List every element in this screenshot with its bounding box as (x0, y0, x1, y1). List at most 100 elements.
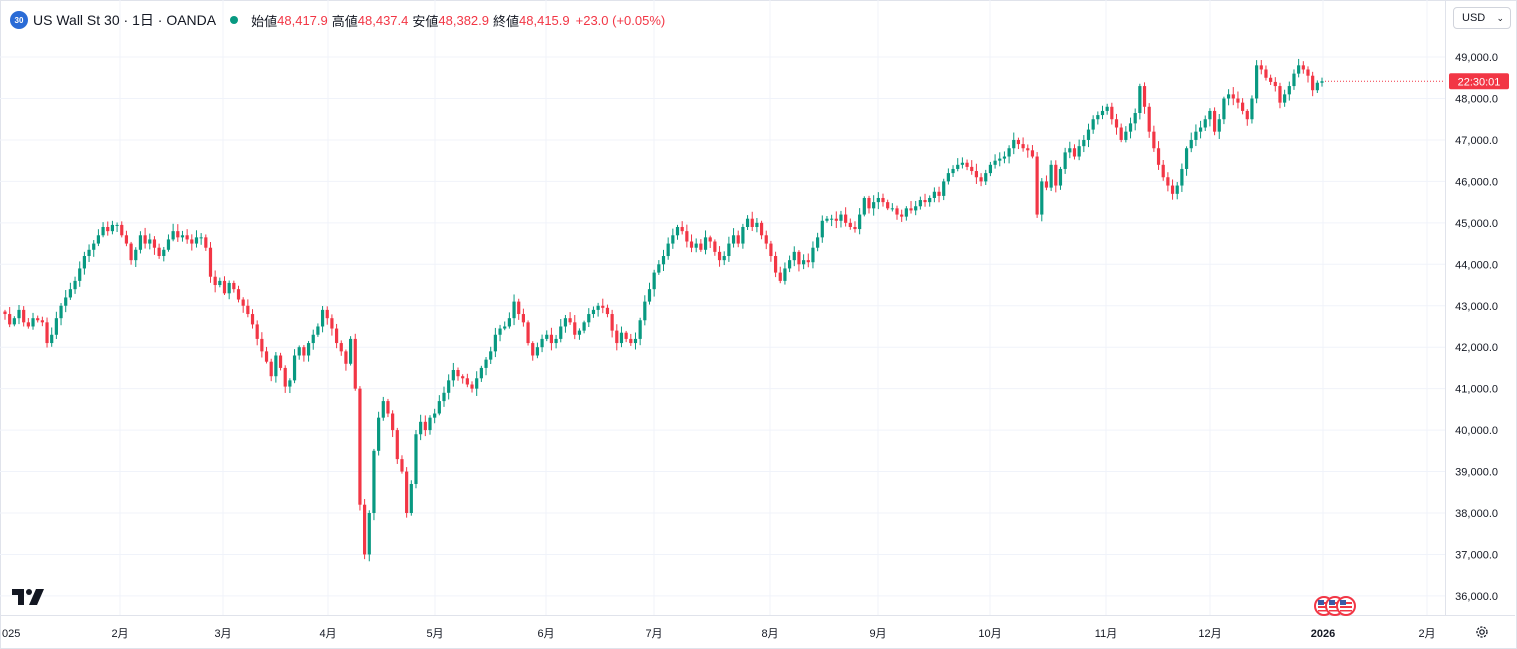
candle-up[interactable] (1184, 146, 1189, 176)
candle-up[interactable] (731, 228, 736, 248)
candle-up[interactable] (503, 321, 507, 331)
candle-up[interactable] (890, 203, 894, 212)
candle-up[interactable] (1180, 163, 1184, 192)
candle-up[interactable] (1068, 141, 1072, 159)
symbol-title[interactable]: US Wall St 30 · 1日 · OANDA (33, 10, 216, 30)
candle-down[interactable] (129, 241, 133, 265)
candle-down[interactable] (778, 266, 782, 284)
candle-up[interactable] (998, 152, 1002, 167)
candle-down[interactable] (1021, 137, 1025, 152)
candle-up[interactable] (591, 306, 596, 318)
candle-down[interactable] (848, 218, 852, 230)
candle-down[interactable] (1119, 123, 1123, 143)
candle-down[interactable] (353, 333, 357, 391)
candle-up[interactable] (671, 228, 675, 249)
candle-down[interactable] (246, 299, 250, 318)
candle-down[interactable] (208, 242, 213, 283)
candle-up[interactable] (50, 327, 54, 347)
candle-up[interactable] (442, 386, 446, 407)
candle-up[interactable] (306, 340, 311, 362)
candle-down[interactable] (1072, 144, 1077, 160)
candle-up[interactable] (1287, 81, 1291, 101)
candle-up[interactable] (1250, 95, 1254, 124)
candle-down[interactable] (190, 234, 194, 251)
candle-up[interactable] (414, 430, 418, 489)
candle-down[interactable] (759, 220, 764, 240)
candle-up[interactable] (166, 234, 171, 252)
candle-down[interactable] (213, 270, 217, 293)
candle-down[interactable] (283, 365, 287, 393)
symbol-interval[interactable]: 1日 (132, 12, 154, 28)
candle-up[interactable] (1091, 115, 1095, 134)
candle-down[interactable] (773, 251, 778, 278)
candle-up[interactable] (839, 210, 843, 228)
candle-down[interactable] (1245, 109, 1249, 126)
candle-up[interactable] (194, 230, 199, 248)
candle-down[interactable] (750, 211, 754, 232)
candle-up[interactable] (545, 330, 549, 342)
candle-up[interactable] (1217, 113, 1221, 139)
candle-up[interactable] (942, 178, 946, 201)
candle-up[interactable] (78, 261, 82, 287)
candle-down[interactable] (204, 234, 208, 251)
candle-up[interactable] (1138, 83, 1142, 120)
candle-up[interactable] (73, 276, 77, 294)
candle-up[interactable] (783, 262, 787, 285)
candle-up[interactable] (292, 349, 297, 384)
candle-up[interactable] (64, 290, 68, 313)
candle-down[interactable] (605, 304, 610, 318)
candle-down[interactable] (344, 349, 348, 371)
candle-up[interactable] (596, 302, 600, 317)
candle-down[interactable] (713, 239, 717, 256)
candle-down[interactable] (241, 297, 245, 313)
candle-down[interactable] (40, 316, 44, 327)
candle-up[interactable] (633, 332, 638, 350)
candle-up[interactable] (227, 280, 231, 300)
candle-up[interactable] (745, 215, 750, 231)
gear-icon[interactable] (1474, 624, 1490, 645)
candle-up[interactable] (218, 277, 222, 288)
candle-up[interactable] (512, 294, 516, 326)
candle-down[interactable] (250, 309, 255, 329)
candle-up[interactable] (372, 448, 376, 521)
candle-down[interactable] (152, 236, 157, 255)
candle-down[interactable] (456, 367, 460, 381)
candle-up[interactable] (479, 365, 483, 382)
candle-up[interactable] (652, 269, 656, 297)
candle-down[interactable] (400, 455, 404, 474)
candle-down[interactable] (1241, 98, 1245, 115)
candle-up[interactable] (288, 378, 292, 394)
candle-down[interactable] (124, 230, 129, 247)
candle-up[interactable] (110, 220, 115, 235)
candle-up[interactable] (367, 510, 371, 562)
candle-down[interactable] (1259, 60, 1263, 75)
candle-down[interactable] (395, 427, 399, 464)
candle-down[interactable] (531, 341, 535, 361)
price-axis[interactable]: 49,000.0 48,000.0 47,000.0 46,000.0 45,000.0… (1445, 0, 1510, 615)
candle-down[interactable] (36, 315, 40, 323)
candle-up[interactable] (1049, 160, 1053, 192)
candle-down[interactable] (1273, 77, 1277, 92)
candle-up[interactable] (657, 260, 661, 275)
candle-down[interactable] (923, 193, 927, 207)
candle-down[interactable] (970, 160, 974, 175)
candle-up[interactable] (862, 196, 866, 217)
candle-down[interactable] (264, 346, 269, 364)
candle-down[interactable] (909, 201, 913, 214)
candle-up[interactable] (377, 411, 381, 456)
candle-up[interactable] (162, 246, 166, 262)
candle-down[interactable] (157, 243, 161, 259)
candle-down[interactable] (797, 250, 801, 272)
candle-up[interactable] (741, 223, 745, 249)
candle-up[interactable] (563, 314, 568, 333)
candle-up[interactable] (1208, 108, 1212, 127)
candle-up[interactable] (437, 395, 441, 416)
candle-up[interactable] (101, 222, 105, 238)
candle-up[interactable] (904, 206, 908, 221)
candle-down[interactable] (45, 317, 49, 348)
candle-down[interactable] (717, 246, 722, 267)
candle-up[interactable] (447, 374, 451, 400)
candle-down[interactable] (568, 312, 572, 325)
candle-down[interactable] (106, 221, 110, 236)
candle-down[interactable] (1278, 82, 1282, 109)
